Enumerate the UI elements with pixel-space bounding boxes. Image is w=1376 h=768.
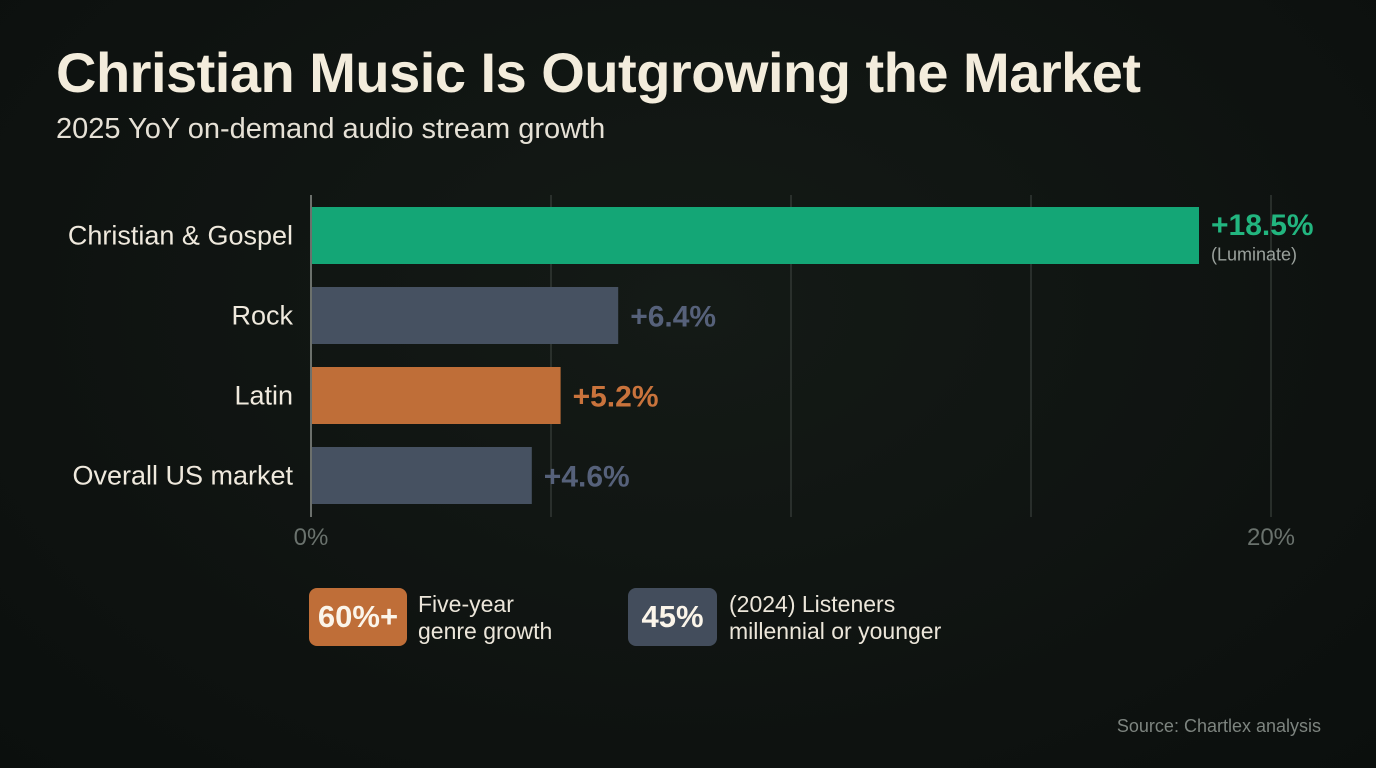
x-tick-label: 20%: [1247, 524, 1295, 551]
kpi-label-line2: genre growth: [418, 618, 553, 644]
value-label: +6.4%: [630, 301, 716, 334]
category-label: Rock: [231, 301, 293, 331]
kpi-label-line2: millennial or younger: [729, 618, 942, 644]
category-label: Overall US market: [72, 461, 293, 491]
bar: [312, 367, 561, 424]
value-label: +5.2%: [573, 381, 659, 414]
value-label: +18.5%: [1211, 209, 1314, 242]
kpi-label-line1: Five-year: [418, 591, 514, 617]
kpi-label-listeners-millennial: (2024) Listeners millennial or younger: [729, 591, 941, 645]
kpi-badge-listeners-millennial: 45%: [628, 588, 717, 646]
chart-title: Christian Music Is Outgrowing the Market: [56, 41, 1141, 104]
source-note: Source: Chartlex analysis: [1116, 716, 1321, 736]
chart-subtitle: 2025 YoY on-demand audio stream growth: [56, 113, 606, 145]
kpi-label-line1: (2024) Listeners: [729, 591, 896, 617]
value-label: +4.6%: [544, 461, 630, 494]
bar: [312, 207, 1199, 264]
kpi-label-five-year-growth: Five-year genre growth: [418, 591, 552, 645]
annotation-label: (Luminate): [1211, 245, 1297, 265]
bar: [312, 447, 532, 504]
x-tick-label: 0%: [294, 524, 329, 551]
category-label: Christian & Gospel: [68, 221, 293, 251]
kpi-badge-five-year-growth: 60%+: [309, 588, 407, 646]
bar: [312, 287, 619, 344]
category-label: Latin: [234, 381, 293, 411]
